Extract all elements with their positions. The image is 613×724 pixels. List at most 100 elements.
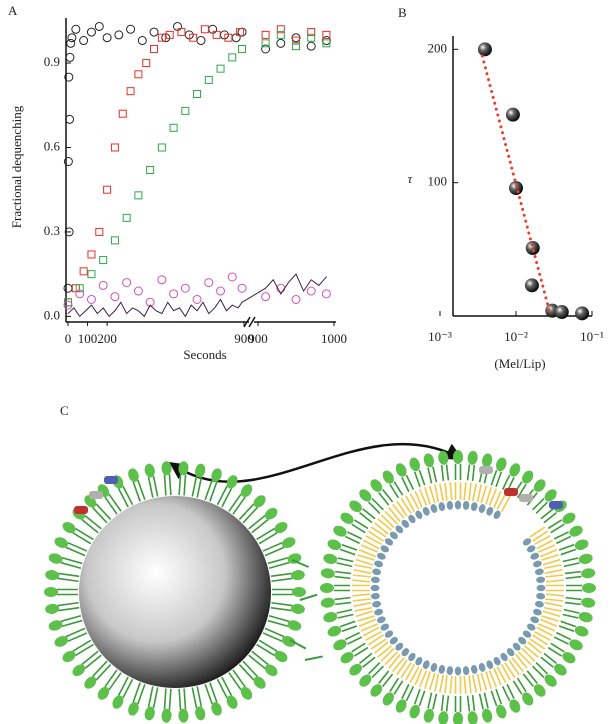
- lipid-tail: [216, 485, 233, 508]
- lipid-head: [372, 568, 382, 576]
- lipid-tail: [545, 574, 564, 583]
- lipid-tail: [490, 469, 503, 488]
- data-point: [103, 185, 112, 194]
- lipid-head: [581, 597, 596, 608]
- lipid-tail: [466, 464, 476, 482]
- lipid-head: [380, 545, 390, 553]
- lipid-head: [359, 489, 372, 502]
- data-point: [79, 36, 89, 46]
- lipid-tail: [541, 610, 561, 622]
- y-tick-label: 200: [428, 40, 448, 55]
- lipid-head: [430, 504, 438, 513]
- lipid-tail: [564, 596, 582, 606]
- lipid-head: [409, 457, 420, 472]
- y-tick-label: 0.6: [44, 138, 61, 153]
- lipid-tail: [490, 688, 503, 707]
- lipid-tail: [427, 466, 438, 484]
- lipid-head: [438, 502, 446, 512]
- lipid-tail: [413, 469, 426, 488]
- data-point: [276, 30, 285, 39]
- lipid-tail: [401, 683, 415, 702]
- lipid-tail: [344, 531, 363, 545]
- data-point: [261, 39, 270, 48]
- lipid-head: [97, 686, 110, 700]
- data-point: [524, 278, 539, 293]
- lipid-head: [462, 500, 470, 510]
- lipid-tail: [336, 608, 354, 619]
- lipid-head: [534, 600, 544, 608]
- data-point: [204, 75, 213, 84]
- lipid-tail: [353, 601, 373, 612]
- lipid-tail: [454, 676, 462, 694]
- lipid-head: [408, 652, 416, 662]
- data-point: [71, 24, 81, 34]
- lipid-tail: [373, 641, 393, 658]
- lipid-head: [569, 525, 583, 537]
- data-point: [142, 59, 151, 68]
- data-point: [64, 72, 74, 82]
- lipid-head: [372, 600, 382, 608]
- data-point: [177, 28, 186, 37]
- data-point: [307, 28, 316, 37]
- data-point: [65, 114, 75, 124]
- lipid-tail: [414, 488, 428, 508]
- lipid-tail: [488, 668, 502, 688]
- lipid-head: [493, 656, 501, 666]
- lipid-tail: [60, 614, 83, 628]
- lipid-tail: [334, 584, 350, 592]
- data-point: [193, 90, 202, 98]
- lipid-head: [423, 708, 434, 723]
- lipid-tail: [454, 482, 462, 500]
- data-point: [63, 157, 73, 167]
- lipid-head: [72, 664, 86, 677]
- lipid-tail: [532, 662, 549, 679]
- lipid-tail: [367, 662, 384, 679]
- data-point: [66, 38, 76, 48]
- lipid-head: [401, 519, 410, 528]
- lipid-tail: [434, 483, 445, 503]
- fit-line: [480, 54, 552, 315]
- lipid-head: [496, 704, 507, 719]
- data-point: [134, 191, 143, 200]
- data-point: [169, 289, 179, 299]
- lipid-head: [370, 684, 383, 697]
- lipid-tail: [496, 664, 511, 684]
- lipid-head: [370, 592, 380, 600]
- lipid-head: [274, 650, 288, 663]
- lipid-tail: [543, 601, 563, 612]
- lipid-head: [84, 676, 97, 689]
- data-point: [87, 250, 96, 259]
- lipid-tail: [352, 574, 371, 583]
- lipid-head: [415, 510, 423, 520]
- lipid-head: [401, 648, 410, 657]
- lipid-tail: [256, 639, 278, 657]
- y-axis-label: τ: [408, 171, 414, 186]
- lipid-head: [438, 450, 449, 465]
- lipid-tail: [57, 601, 80, 612]
- lipid-head: [500, 652, 508, 662]
- lipid-head: [395, 463, 407, 477]
- lipid-tail: [262, 627, 285, 643]
- lipid-tail: [163, 474, 172, 496]
- lipid-head: [453, 712, 463, 724]
- data-point: [505, 107, 520, 122]
- lipid-tail: [355, 554, 375, 566]
- lipid-head: [48, 620, 63, 631]
- lipid-tail: [488, 488, 502, 508]
- lipid-tail: [248, 514, 269, 534]
- lipid-tail: [81, 650, 102, 670]
- lipid-tail: [353, 564, 373, 575]
- lipid-tail: [117, 485, 134, 508]
- lipid-tail: [72, 639, 94, 657]
- lipid-head: [478, 504, 486, 513]
- lipid-tail: [471, 483, 482, 503]
- lipid-head: [582, 583, 596, 593]
- data-point: [228, 53, 237, 62]
- lipid-head: [264, 507, 278, 520]
- lipid-head: [509, 463, 521, 477]
- data-point: [165, 30, 174, 39]
- x-tick-label: 0: [65, 331, 72, 346]
- lipid-head: [54, 537, 68, 548]
- lipid-head: [395, 642, 404, 651]
- lipid-head: [534, 568, 544, 576]
